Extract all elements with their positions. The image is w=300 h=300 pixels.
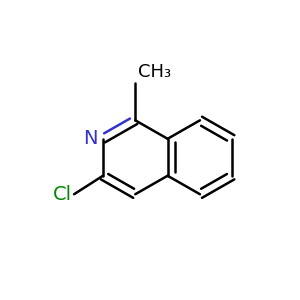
Text: N: N [83,129,97,148]
Text: Cl: Cl [52,185,72,204]
Text: CH₃: CH₃ [138,63,171,81]
